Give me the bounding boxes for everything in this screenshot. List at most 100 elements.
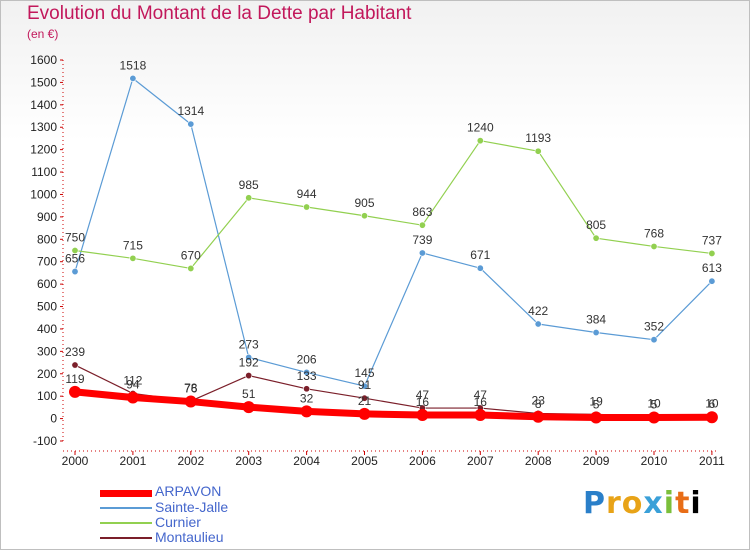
y-tick-label: 1400 [30, 98, 57, 112]
legend-label: Montaulieu [155, 529, 224, 545]
logo-letter: o [621, 486, 644, 521]
x-tick-label: 2006 [409, 454, 436, 468]
legend-item-arpavon: ARPAVON [100, 483, 360, 499]
data-point-curnier [708, 249, 716, 257]
data-point-curnier [129, 254, 137, 262]
data-point-arpavon [242, 401, 255, 414]
data-label-montaulieu: 19 [589, 394, 603, 408]
y-tick-label: 700 [37, 255, 57, 269]
x-tick-label: 2001 [120, 454, 147, 468]
data-label-sainte-jalle: 422 [528, 304, 548, 318]
data-point-arpavon [69, 385, 81, 398]
data-point-curnier [476, 137, 484, 145]
logo-letter: i [690, 486, 702, 521]
y-tick-label: 800 [37, 232, 57, 246]
data-point-sainte-jalle [708, 277, 716, 285]
y-tick-label: 1000 [30, 187, 57, 201]
data-point-curnier [245, 194, 253, 202]
data-label-sainte-jalle: 273 [239, 337, 259, 351]
data-label-sainte-jalle: 671 [470, 248, 490, 262]
x-tick-label: 2002 [177, 454, 204, 468]
data-label-arpavon: 16 [474, 395, 488, 409]
data-label-sainte-jalle: 656 [65, 252, 85, 266]
legend-swatch [100, 507, 152, 509]
x-tick-label: 2000 [62, 454, 89, 468]
data-point-sainte-jalle [418, 249, 426, 257]
data-point-arpavon [705, 411, 718, 424]
data-point-montaulieu [303, 385, 311, 393]
proxiti-logo: Proxiti [583, 486, 702, 521]
logo-letter: i [663, 486, 676, 521]
chart-subtitle: (en €) [27, 27, 59, 41]
x-tick-label: 2011 [699, 454, 725, 468]
data-point-arpavon [300, 405, 313, 418]
data-label-sainte-jalle: 145 [354, 366, 374, 380]
data-point-curnier [650, 242, 658, 250]
legend-item-montaulieu: Montaulieu [100, 529, 360, 545]
data-label-montaulieu: 91 [358, 378, 372, 392]
data-point-curnier [187, 264, 195, 272]
logo-letter: x [643, 486, 664, 521]
x-tick-label: 2008 [525, 454, 552, 468]
data-point-sainte-jalle [360, 382, 368, 390]
legend-swatch [100, 522, 152, 524]
data-point-sainte-jalle [476, 264, 484, 272]
series-line-montaulieu [74, 364, 713, 417]
data-label-montaulieu: 23 [532, 393, 546, 407]
data-label-montaulieu: 78 [184, 381, 198, 395]
x-tick-label: 2004 [293, 454, 320, 468]
series-line-arpavon [71, 388, 716, 421]
data-label-montaulieu: 239 [65, 345, 85, 359]
data-point-curnier [418, 221, 426, 229]
data-label-curnier: 750 [65, 231, 85, 245]
legend-label: Curnier [155, 514, 201, 530]
series-line-sainte-jalle [74, 77, 713, 387]
data-point-curnier [303, 203, 311, 211]
y-tick-label: 600 [37, 277, 57, 291]
data-label-montaulieu: 47 [474, 388, 488, 402]
logo-letter: P [583, 486, 606, 521]
data-point-montaulieu [245, 372, 253, 380]
data-label-curnier: 715 [123, 238, 143, 252]
data-point-curnier [592, 234, 600, 242]
data-point-sainte-jalle [534, 320, 542, 328]
chart-title: Evolution du Montant de la Dette par Hab… [27, 3, 412, 24]
data-label-sainte-jalle: 1518 [120, 58, 147, 72]
series-line-curnier [74, 140, 713, 270]
x-tick-label: 2003 [235, 454, 262, 468]
data-point-arpavon [590, 411, 603, 424]
data-label-curnier: 1240 [467, 121, 494, 135]
logo-letter: r [606, 486, 622, 521]
data-point-arpavon [126, 391, 139, 404]
data-label-arpavon: 32 [300, 391, 314, 405]
data-label-curnier: 768 [644, 226, 664, 240]
x-tick-label: 2010 [641, 454, 668, 468]
data-label-arpavon: 5 [651, 397, 658, 411]
x-tick-label: 2005 [351, 454, 378, 468]
data-point-sainte-jalle [129, 74, 137, 82]
data-label-curnier: 737 [702, 233, 722, 247]
data-label-sainte-jalle: 739 [412, 233, 432, 247]
data-label-curnier: 985 [239, 178, 259, 192]
data-label-curnier: 944 [297, 187, 317, 201]
data-label-arpavon: 119 [65, 372, 84, 386]
data-point-curnier [360, 212, 368, 220]
y-tick-label: 1500 [30, 75, 57, 89]
data-point-sainte-jalle [245, 353, 253, 361]
y-tick-label: 400 [37, 322, 57, 336]
legend-label: ARPAVON [155, 483, 222, 499]
data-label-sainte-jalle: 352 [644, 320, 664, 334]
data-label-montaulieu: 10 [705, 396, 719, 410]
data-label-arpavon: 51 [242, 387, 256, 401]
data-label-arpavon: 6 [709, 397, 716, 411]
data-label-sainte-jalle: 206 [297, 352, 317, 366]
data-label-arpavon: 16 [416, 395, 430, 409]
data-label-curnier: 670 [181, 248, 201, 262]
legend-swatch [100, 537, 152, 539]
legend-label: Sainte-Jalle [155, 499, 229, 515]
data-point-curnier [71, 247, 79, 255]
data-point-arpavon [416, 409, 429, 422]
data-label-arpavon: 21 [358, 394, 372, 408]
data-label-arpavon: 94 [126, 378, 140, 392]
